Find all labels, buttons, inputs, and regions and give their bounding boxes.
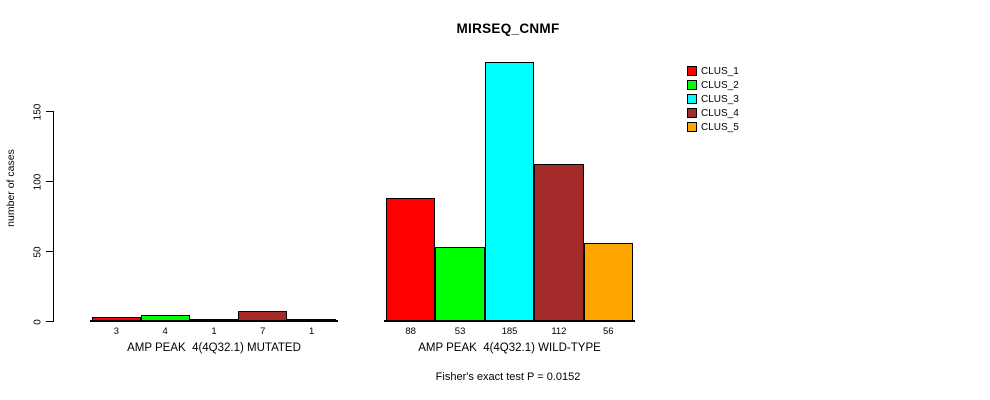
bar-clus_3 [189, 319, 239, 321]
legend-swatch-icon [687, 66, 697, 76]
y-tick-label: 100 [32, 173, 44, 190]
y-tick-label: 150 [32, 103, 44, 120]
bar-value-label: 1 [308, 326, 315, 337]
bar-value-label: 1 [211, 326, 217, 337]
legend-swatch-icon [687, 108, 697, 118]
legend: CLUS_1 CLUS_2 CLUS_3 CLUS_4 CLUS_5 [687, 64, 739, 134]
y-tick-mark [46, 321, 53, 322]
group-baseline [90, 320, 338, 322]
group-baseline [384, 320, 635, 322]
bar-clus_2 [140, 315, 190, 321]
bar-value-label: 53 [454, 326, 466, 337]
bar-value-label: 112 [551, 326, 567, 337]
legend-item-clus_1: CLUS_1 [687, 64, 739, 78]
bar-clus_4 [238, 311, 288, 321]
legend-item-clus_3: CLUS_3 [687, 92, 739, 106]
bar-clus_3 [484, 62, 535, 321]
bar-clus_5 [287, 319, 336, 321]
legend-label: CLUS_4 [701, 107, 739, 119]
bar-value-label: 56 [603, 326, 614, 337]
fisher-test-annotation: Fisher's exact test P = 0.0152 [435, 371, 581, 383]
group-label: AMP PEAK 4(4Q32.1) WILD-TYPE [418, 342, 601, 354]
y-tick-mark [46, 111, 53, 112]
y-axis-label: number of cases [5, 149, 17, 227]
y-tick-label: 0 [32, 318, 44, 325]
bar-clus_4 [534, 164, 584, 321]
y-tick-mark [46, 181, 53, 182]
y-tick-mark [46, 251, 53, 252]
bar-value-label: 3 [113, 326, 120, 337]
legend-swatch-icon [687, 80, 697, 90]
bar-value-label: 7 [260, 326, 266, 337]
legend-label: CLUS_2 [701, 79, 739, 91]
legend-swatch-icon [687, 94, 697, 104]
y-tick-label: 50 [32, 245, 44, 258]
legend-label: CLUS_1 [701, 65, 739, 77]
legend-item-clus_4: CLUS_4 [687, 106, 739, 120]
bar-value-label: 88 [405, 326, 416, 337]
legend-item-clus_2: CLUS_2 [687, 78, 739, 92]
bar-clus_1 [92, 317, 141, 321]
group-label: AMP PEAK 4(4Q32.1) MUTATED [127, 342, 301, 354]
y-axis-line [53, 111, 54, 322]
bar-clus_2 [435, 247, 485, 321]
legend-item-clus_5: CLUS_5 [687, 120, 739, 134]
bar-value-label: 4 [162, 326, 168, 337]
legend-label: CLUS_5 [701, 121, 739, 133]
bar-clus_1 [386, 198, 436, 321]
bar-clus_5 [583, 243, 633, 321]
bar-value-label: 185 [501, 326, 518, 337]
legend-swatch-icon [687, 122, 697, 132]
legend-label: CLUS_3 [701, 93, 739, 105]
chart-title: MIRSEQ_CNMF [456, 21, 560, 36]
